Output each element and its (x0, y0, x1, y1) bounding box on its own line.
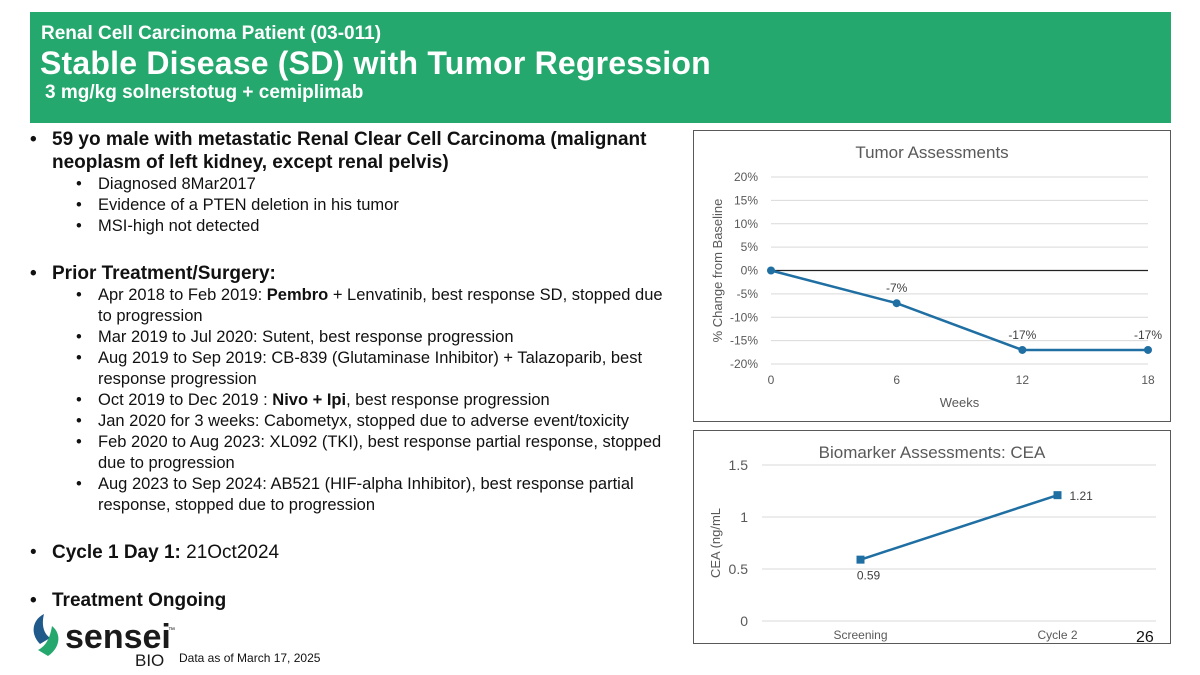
series-line (770, 269, 1148, 352)
logo-wordmark: sensei (65, 618, 171, 656)
tumor-assessment-chart: Tumor Assessments 20% 15% 10% 5% 0% -5% -10% -15… (693, 130, 1171, 422)
x-tick-label: 12 (1016, 373, 1030, 387)
sub-bullet: Evidence of a PTEN deletion in his tumor (30, 195, 675, 216)
bullet-list: 59 yo male with metastatic Renal Clear C… (30, 128, 675, 612)
slide-title: Stable Disease (SD) with Tumor Regressio… (40, 45, 711, 81)
cea-biomarker-chart: Biomarker Assessments: CEA 1.5 1 0.5 0 Screen… (693, 430, 1171, 644)
sub-bullet: Oct 2019 to Dec 2019 : Nivo + Ipi, best … (30, 390, 675, 411)
data-point (1018, 345, 1027, 354)
x-tick-label: 0 (768, 373, 775, 387)
page-number: 26 (1136, 629, 1154, 646)
y-tick-label: 0.5 (729, 561, 749, 577)
x-axis-label: Weeks (940, 395, 980, 410)
y-tick-label: 5% (741, 240, 759, 254)
tumor-chart-svg: Tumor Assessments 20% 15% 10% 5% 0% -5% -10% -15… (710, 143, 1162, 410)
patient-summary: 59 yo male with metastatic Renal Clear C… (30, 128, 675, 174)
prior-treatment-heading: Prior Treatment/Surgery: (30, 262, 675, 285)
sub-bullet: Mar 2019 to Jul 2020: Sutent, best respo… (30, 327, 675, 348)
data-point (856, 555, 865, 564)
x-tick-label: 18 (1141, 373, 1155, 387)
logo-mark-icon: sensei ™ BIO (33, 614, 175, 670)
sensei-bio-logo: sensei ™ BIO (30, 612, 180, 672)
y-tick-label: 1 (740, 509, 748, 525)
data-point (767, 266, 775, 275)
data-point (1144, 345, 1152, 354)
y-axis-label: % Change from Baseline (710, 199, 725, 343)
y-tick-label: 20% (734, 170, 758, 184)
y-tick-label: 0 (740, 613, 748, 629)
chart-title: Biomarker Assessments: CEA (819, 443, 1046, 462)
data-label: -7% (886, 281, 908, 295)
sub-bullet: Aug 2023 to Sep 2024: AB521 (HIF-alpha I… (30, 474, 675, 516)
slide-supertitle: Renal Cell Carcinoma Patient (03-011) (41, 23, 382, 44)
sub-bullet: Diagnosed 8Mar2017 (30, 174, 675, 195)
y-tick-label: -10% (730, 310, 758, 324)
sub-bullet: Apr 2018 to Feb 2019: Pembro + Lenvatini… (30, 285, 675, 327)
data-label: -17% (1008, 328, 1036, 342)
series-line (860, 493, 1058, 561)
y-tick-label: 15% (734, 193, 758, 207)
y-tick-label: -20% (730, 357, 758, 371)
chart-title: Tumor Assessments (855, 143, 1008, 162)
logo-bio: BIO (135, 651, 164, 667)
x-tick-label: 6 (893, 373, 900, 387)
data-label: 0.59 (857, 569, 881, 583)
slide-subtitle: 3 mg/kg solnerstotug + cemiplimab (45, 82, 364, 103)
title-banner: Renal Cell Carcinoma Patient (03-011) St… (30, 12, 1171, 123)
treatment-status: Treatment Ongoing (30, 589, 675, 612)
cycle-start: Cycle 1 Day 1: 21Oct2024 (30, 541, 675, 564)
y-tick-label: -15% (730, 334, 758, 348)
data-cutoff-note: Data as of March 17, 2025 (179, 651, 321, 665)
data-point (892, 299, 901, 308)
logo-trademark: ™ (168, 627, 175, 634)
data-label: 1.21 (1070, 489, 1094, 503)
sub-bullet: Aug 2019 to Sep 2019: CB-839 (Glutaminas… (30, 348, 675, 390)
y-tick-label: -5% (737, 287, 759, 301)
y-tick-label: 10% (734, 217, 758, 231)
sub-bullet: Jan 2020 for 3 weeks: Cabometyx, stopped… (30, 411, 675, 432)
data-label: -17% (1134, 328, 1162, 342)
data-point (1053, 491, 1062, 500)
x-tick-label: Screening (833, 628, 887, 642)
y-tick-label: 0% (741, 264, 759, 278)
x-tick-label: Cycle 2 (1037, 628, 1077, 642)
cea-chart-svg: Biomarker Assessments: CEA 1.5 1 0.5 0 Screen… (708, 443, 1156, 642)
sub-bullet: MSI-high not detected (30, 216, 675, 237)
y-tick-label: 1.5 (729, 457, 749, 473)
sub-bullet: Feb 2020 to Aug 2023: XL092 (TKI), best … (30, 432, 675, 474)
y-axis-label: CEA (ng/mL (708, 508, 723, 578)
